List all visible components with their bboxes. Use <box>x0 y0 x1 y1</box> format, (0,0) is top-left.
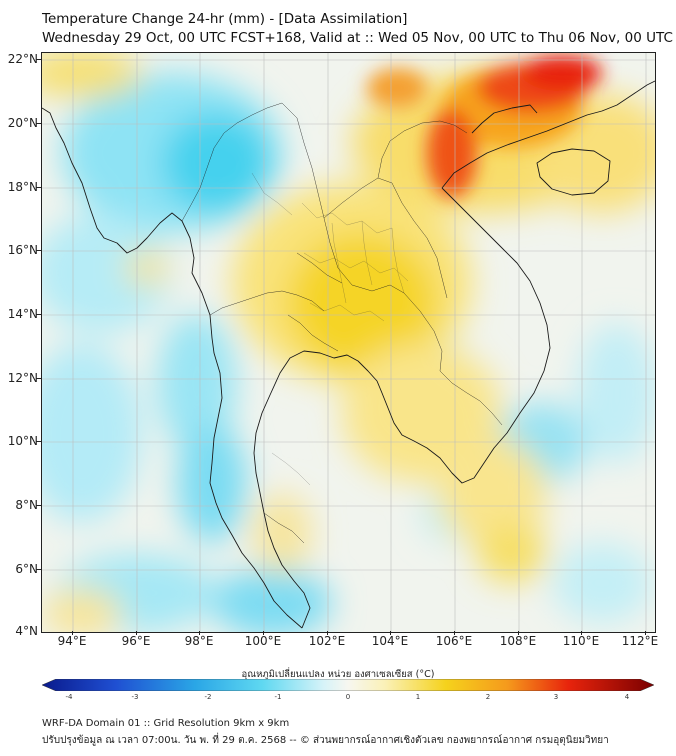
lon-label-106e: 106°E <box>435 634 473 648</box>
lon-label-98e: 98°E <box>184 634 214 648</box>
lat-label-16n: 16°N <box>7 243 38 257</box>
title-line-1: Temperature Change 24-hr (mm) - [Data As… <box>42 11 408 27</box>
lat-tick <box>36 314 41 315</box>
footer-credit: ปรับปรุงข้อมูล ณ เวลา 07:00น. วัน พ. ที่… <box>42 735 609 746</box>
lon-tick <box>327 631 328 635</box>
coastlines <box>42 80 655 629</box>
lat-label-12n: 12°N <box>7 371 38 385</box>
lon-label-112e: 112°E <box>621 634 659 648</box>
lon-tick <box>390 631 391 635</box>
lon-label-104e: 104°E <box>371 634 409 648</box>
temperature-field <box>42 53 655 632</box>
lon-tick <box>454 631 455 635</box>
colorbar-tick: -2 <box>204 693 212 701</box>
colorbar-tick: -3 <box>131 693 139 701</box>
footer-domain-info: WRF-DA Domain 01 :: Grid Resolution 9km … <box>42 718 290 729</box>
colorbar-tick: 3 <box>553 693 559 701</box>
lat-label-6n: 6°N <box>15 562 38 576</box>
lat-tick <box>36 569 41 570</box>
lon-label-96e: 96°E <box>121 634 151 648</box>
lon-tick <box>581 631 582 635</box>
colorbar-tick: -1 <box>274 693 282 701</box>
title-line-2: Wednesday 29 Oct, 00 UTC FCST+168, Valid… <box>42 30 673 46</box>
gridlines <box>42 53 655 632</box>
lat-label-20n: 20°N <box>7 116 38 130</box>
province-borders <box>251 172 409 486</box>
colorbar-tick: 1 <box>415 693 421 701</box>
lon-tick <box>199 631 200 635</box>
lat-tick <box>36 123 41 124</box>
lon-tick <box>263 631 264 635</box>
lon-label-100e: 100°E <box>244 634 282 648</box>
lon-tick <box>645 631 646 635</box>
lat-tick <box>36 250 41 251</box>
lat-label-22n: 22°N <box>7 52 38 66</box>
lat-tick <box>36 187 41 188</box>
lon-label-108e: 108°E <box>499 634 537 648</box>
lat-tick <box>36 59 41 60</box>
colorbar <box>42 679 654 691</box>
lat-label-8n: 8°N <box>15 498 38 512</box>
lat-tick <box>36 505 41 506</box>
lat-label-14n: 14°N <box>7 307 38 321</box>
colorbar-fill <box>42 679 654 691</box>
map-panel[interactable] <box>41 52 656 633</box>
lon-tick <box>72 631 73 635</box>
map-svg <box>42 53 655 632</box>
lat-label-10n: 10°N <box>7 434 38 448</box>
colorbar-tick: 0 <box>345 693 351 701</box>
lon-tick <box>518 631 519 635</box>
lon-tick <box>136 631 137 635</box>
colorbar-tick: 2 <box>485 693 491 701</box>
colorbar-tick: -4 <box>65 693 73 701</box>
colorbar-label: อุณหภูมิเปลี่ยนแปลง หน่วย องศาเซลเซียส (… <box>241 669 435 680</box>
lon-label-110e: 110°E <box>562 634 600 648</box>
lon-label-102e: 102°E <box>308 634 346 648</box>
map-title: Temperature Change 24-hr (mm) - [Data As… <box>42 10 673 48</box>
lat-label-18n: 18°N <box>7 180 38 194</box>
colorbar-tick: 4 <box>624 693 630 701</box>
lat-label-4n: 4°N <box>15 624 38 638</box>
lon-label-94e: 94°E <box>57 634 87 648</box>
country-borders <box>181 102 503 544</box>
lat-tick <box>36 441 41 442</box>
lat-tick <box>36 378 41 379</box>
